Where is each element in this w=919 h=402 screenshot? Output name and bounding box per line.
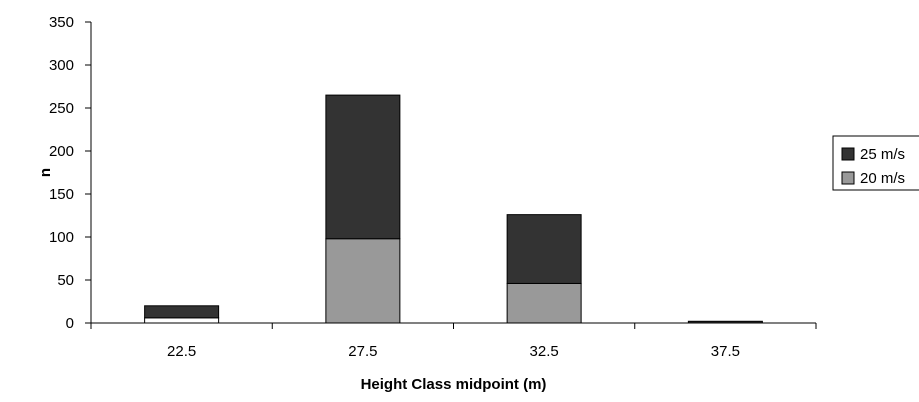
y-tick-label: 0 — [66, 315, 74, 332]
x-axis-title: Height Class midpoint (m) — [361, 376, 547, 393]
x-tick-label: 27.5 — [348, 343, 377, 360]
bar-segment-25-m-s-37.5 — [687, 320, 763, 324]
y-tick-label: 200 — [49, 143, 74, 160]
y-axis: 0 50 100 150 200 250 300 350 — [49, 14, 92, 332]
bar-segment-25-m-s-32.5 — [506, 214, 582, 284]
y-tick-label: 350 — [49, 14, 74, 31]
y-tick-label: 50 — [57, 272, 74, 289]
bar-segment-25-m-s-27.5 — [325, 94, 401, 240]
x-tick-label: 22.5 — [167, 343, 196, 360]
y-tick-label: 100 — [49, 229, 74, 246]
y-tick-label: 250 — [49, 100, 74, 117]
bar-segment-20-m-s-32.5 — [506, 282, 582, 324]
legend-label: 20 m/s — [860, 170, 905, 187]
x-tick-label: 37.5 — [711, 343, 740, 360]
y-tick-label: 150 — [49, 186, 74, 203]
bar-segment-20-m-s-22.5 — [144, 317, 220, 324]
legend-swatch-20-m-s — [841, 171, 855, 185]
legend: 25 m/s 20 m/s — [832, 135, 919, 191]
y-axis-title: n — [37, 168, 54, 177]
x-axis: 22.5 27.5 32.5 37.5 — [90, 322, 817, 360]
legend-label: 25 m/s — [860, 146, 905, 163]
legend-swatch-25-m-s — [841, 147, 855, 161]
y-tick-label: 300 — [49, 57, 74, 74]
x-tick-label: 32.5 — [530, 343, 559, 360]
bar-segment-25-m-s-22.5 — [144, 305, 220, 319]
bars — [144, 94, 763, 324]
bar-segment-20-m-s-27.5 — [325, 238, 401, 324]
